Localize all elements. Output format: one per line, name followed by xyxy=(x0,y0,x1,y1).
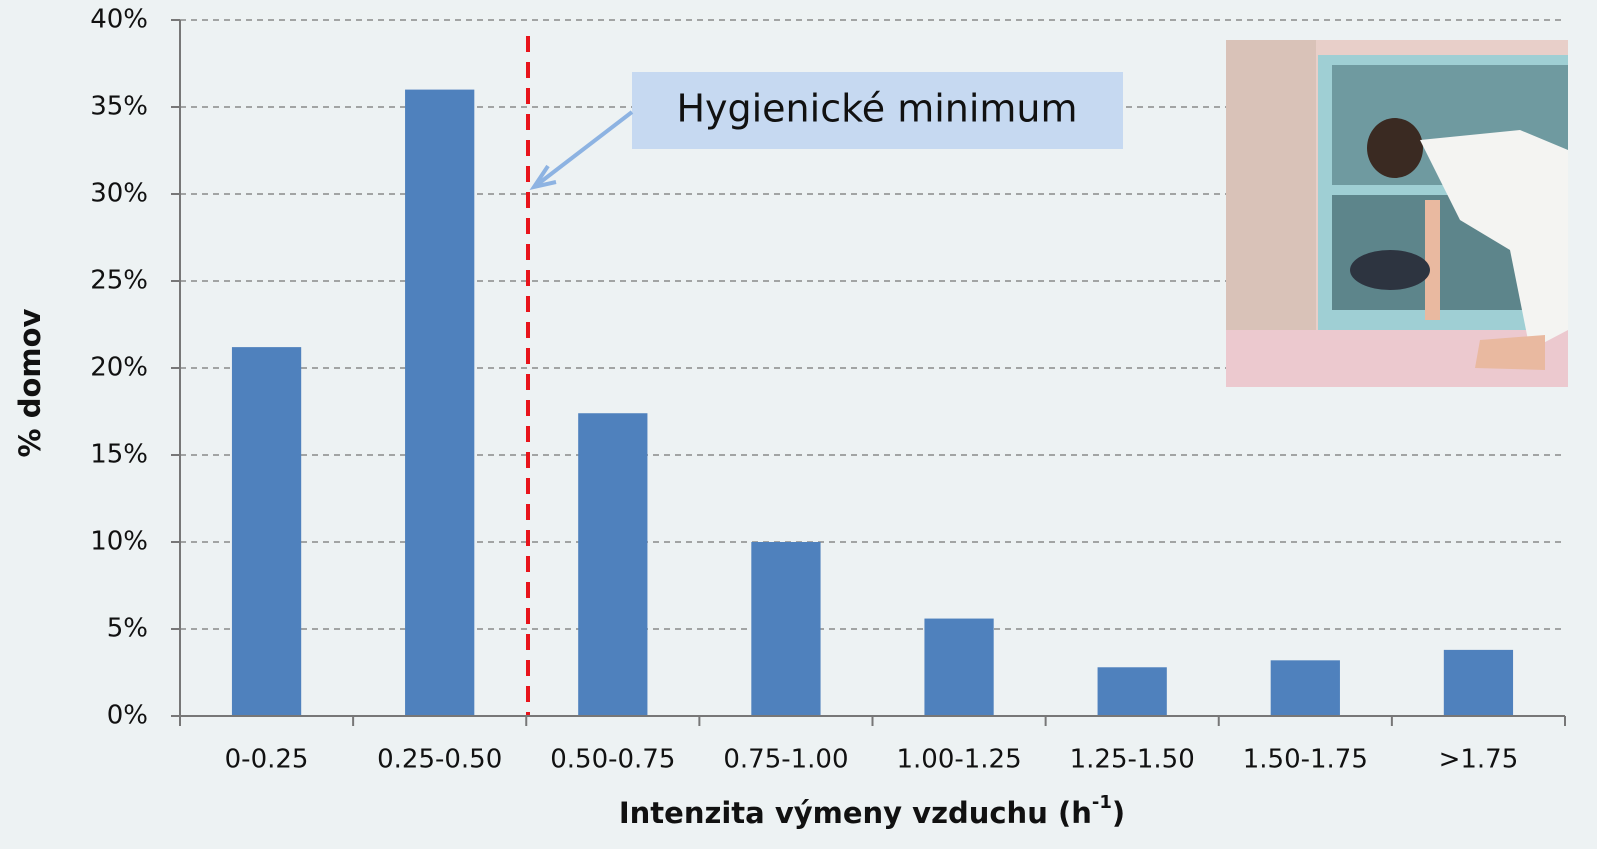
x-tick-label: 1.25-1.50 xyxy=(1070,745,1195,775)
bar xyxy=(578,413,647,716)
annotation-arrow xyxy=(538,112,632,184)
y-tick-label: 5% xyxy=(107,614,148,644)
x-axis-label-sup: -1 xyxy=(1092,792,1112,813)
y-tick-label: 10% xyxy=(90,527,148,557)
y-tick-label: 0% xyxy=(107,701,148,731)
x-axis-label-main: Intenzita výmeny vzduchu (h xyxy=(619,796,1092,830)
y-tick-label: 20% xyxy=(90,353,148,383)
y-tick-label: 35% xyxy=(90,92,148,122)
y-tick-label: 25% xyxy=(90,266,148,296)
photo-wall xyxy=(1226,40,1316,340)
annotation-text: Hygienické minimum xyxy=(676,87,1077,131)
photo-arm xyxy=(1425,200,1440,320)
bar xyxy=(751,542,820,716)
bar xyxy=(1098,667,1167,716)
x-tick-label: 0.50-0.75 xyxy=(550,745,675,775)
chart: Hygienické minimum % domov Intenzita vým… xyxy=(0,0,1597,849)
photo-toys xyxy=(1350,250,1430,290)
y-tick-label: 30% xyxy=(90,179,148,209)
bar xyxy=(405,90,474,716)
x-axis-label: Intenzita výmeny vzduchu (h-1) xyxy=(619,792,1125,830)
bar xyxy=(1271,660,1340,716)
x-tick-label: 0.25-0.50 xyxy=(377,745,502,775)
x-tick-label: 0.75-1.00 xyxy=(723,745,848,775)
bar xyxy=(924,619,993,716)
x-axis-label-end: ) xyxy=(1112,796,1125,830)
x-tick-label: 1.50-1.75 xyxy=(1243,745,1368,775)
bar xyxy=(232,347,301,716)
x-tick-label: 0-0.25 xyxy=(225,745,309,775)
bar xyxy=(1444,650,1513,716)
photo-feet xyxy=(1475,335,1545,370)
y-tick-label: 15% xyxy=(90,440,148,470)
y-axis-label: % domov xyxy=(13,308,47,457)
photo xyxy=(1226,40,1568,387)
x-tick-label: >1.75 xyxy=(1439,745,1519,775)
y-tick-label: 40% xyxy=(90,5,148,35)
photo-head xyxy=(1367,118,1423,178)
x-tick-label: 1.00-1.25 xyxy=(896,745,1021,775)
